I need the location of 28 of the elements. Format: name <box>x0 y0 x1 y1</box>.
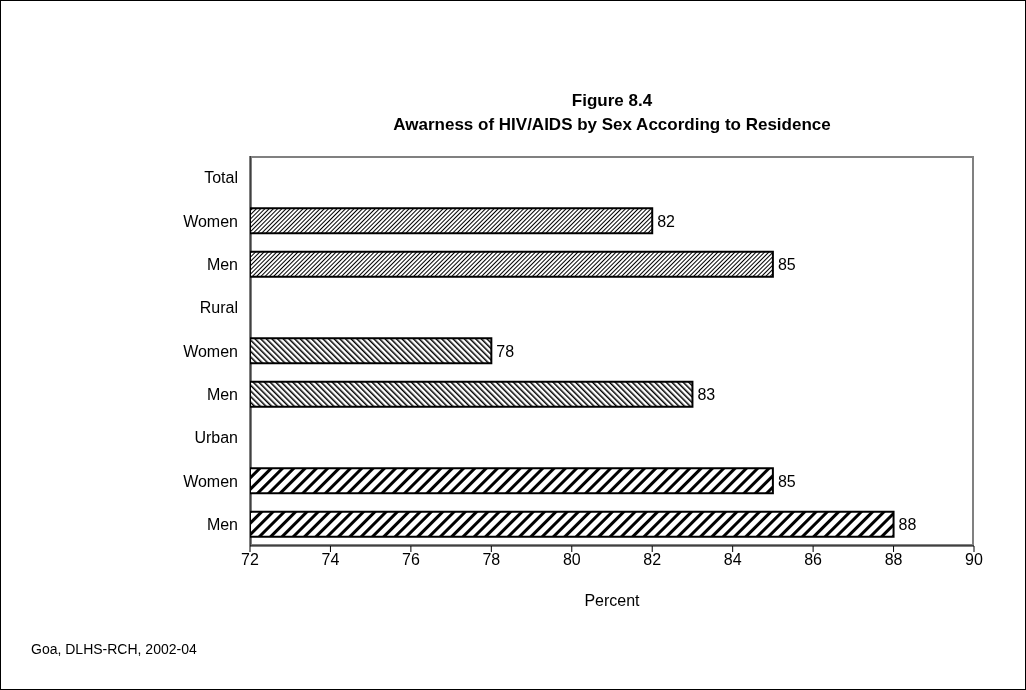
y-tick-label: Men <box>206 516 238 534</box>
data-label: 83 <box>697 385 716 403</box>
chart-title: Figure 8.4 Awarness of HIV/AIDS by Sex According to Residence <box>392 90 832 136</box>
data-label: 85 <box>777 255 796 273</box>
data-label: 85 <box>777 472 796 490</box>
data-label: 82 <box>657 212 676 230</box>
x-tick-label: 74 <box>321 551 340 569</box>
y-tick-label: Women <box>183 342 238 360</box>
data-label: 88 <box>898 515 917 533</box>
y-tick-label: Men <box>206 386 238 404</box>
text: Goa, DLHS-RCH, 2002-04 <box>31 641 197 657</box>
x-tick-label: 78 <box>482 551 501 569</box>
y-tick-label: Rural <box>199 299 238 317</box>
data-label: 78 <box>496 342 515 360</box>
y-tick-label: Men <box>206 256 238 274</box>
x-tick-label: 72 <box>241 551 259 569</box>
x-tick-label: 80 <box>562 551 581 569</box>
x-tick-label: 84 <box>723 551 742 569</box>
y-tick-label: Total <box>204 169 238 187</box>
x-tick-label: 86 <box>804 551 823 569</box>
x-tick-label: 88 <box>884 551 903 569</box>
x-tick-label: 82 <box>643 551 662 569</box>
y-tick-label: Urban <box>194 429 238 447</box>
x-tick-label: 90 <box>965 551 983 569</box>
x-tick-label: 76 <box>401 551 420 569</box>
x-axis-title: Percent <box>584 592 641 609</box>
y-tick-label: Women <box>183 472 238 490</box>
y-tick-label: Women <box>183 212 238 230</box>
